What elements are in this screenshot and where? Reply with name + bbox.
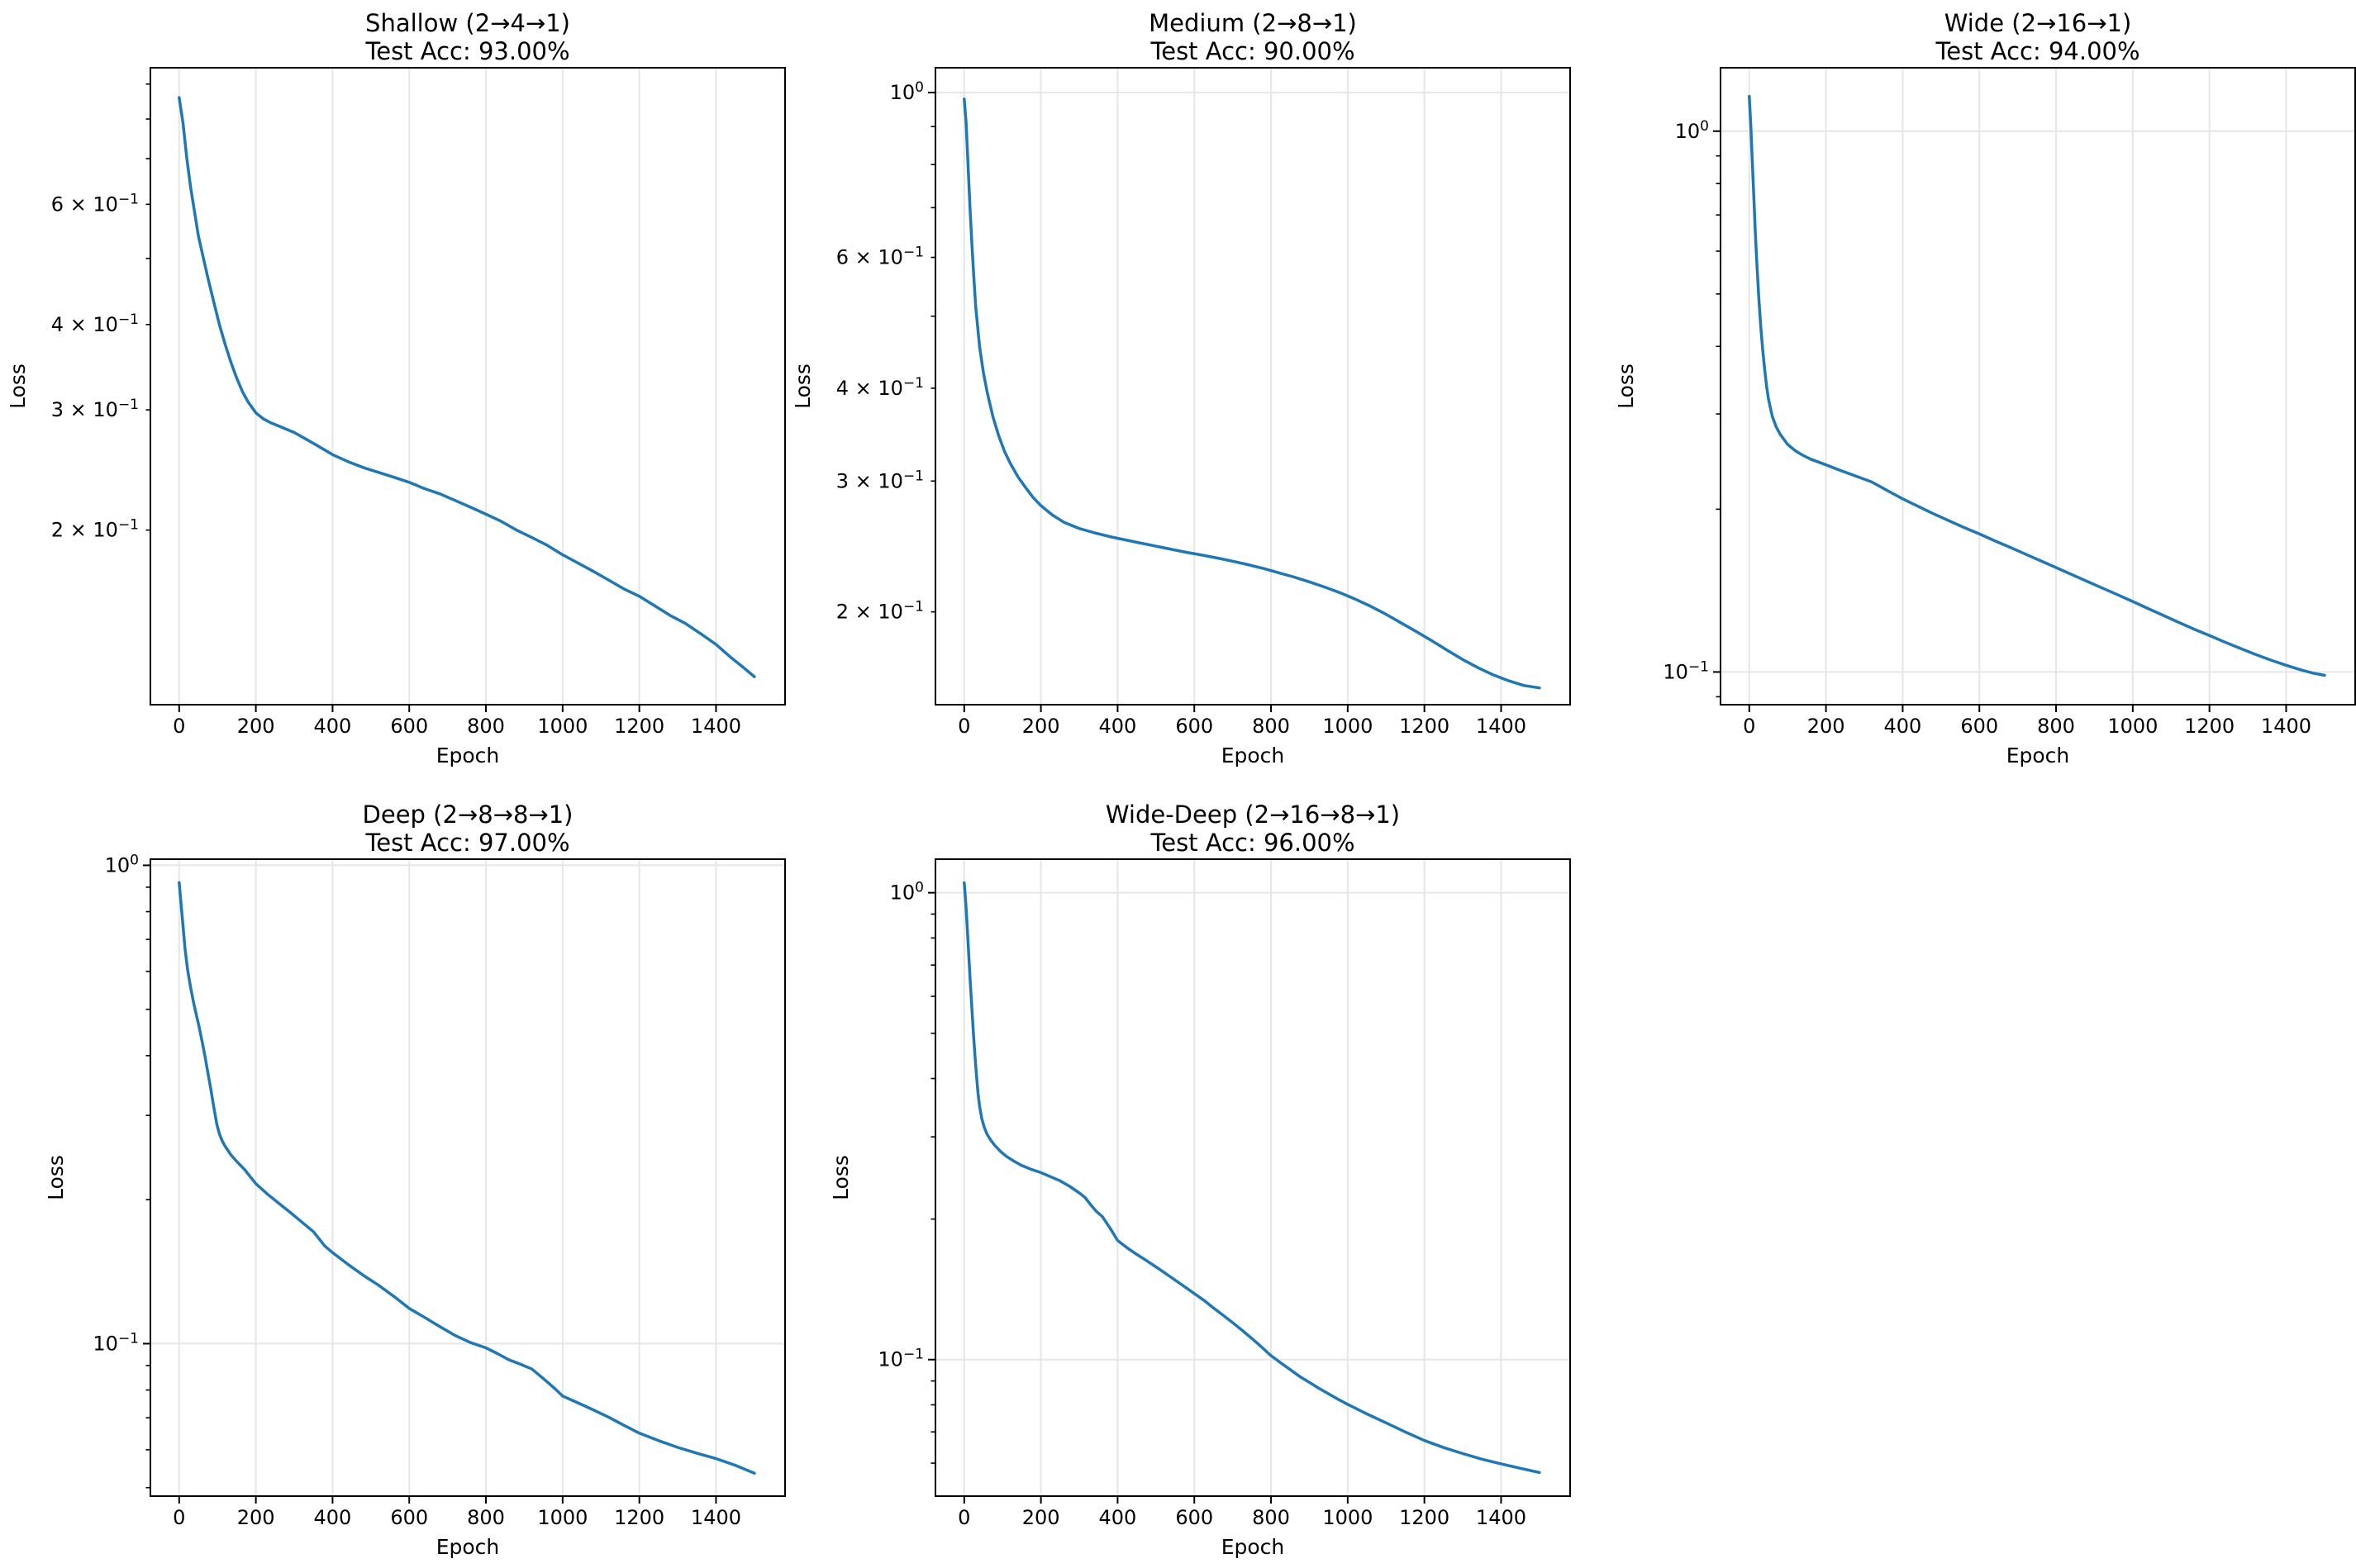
x-tick-label: 1000 [537,1506,588,1529]
y-tick-label: 4 × 10−1 [51,311,139,336]
x-tick-label: 800 [467,715,505,738]
x-tick-label: 1400 [691,1506,741,1529]
x-tick-label: 400 [314,715,352,738]
chart-subtitle: Test Acc: 96.00% [1149,829,1354,857]
axes-spines [150,67,786,706]
loss-curve [178,881,756,1475]
x-tick-label: 400 [314,1506,352,1529]
y-tick-label: 100 [890,79,924,104]
subplot-shallow: 0 200 400 600 800 1000 1200 1400 6 × 10−1 4 × 10−… [6,9,786,767]
subplot-deep: 0 200 400 600 800 1000 1200 1400 100 10−1 Deep (2→… [44,801,786,1559]
x-tick-label: 1400 [2261,715,2311,738]
y-axis-label: Loss [44,1155,68,1200]
x-tick-label: 0 [958,1506,970,1529]
x-tick-label: 1000 [1322,1506,1373,1529]
y-tick-label: 100 [890,880,924,905]
loss-curve [178,96,756,678]
y-tick-label: 6 × 10−1 [51,191,139,216]
chart-title: Wide (2→16→1) [1944,9,2132,37]
x-tick-label: 1200 [614,715,664,738]
x-tick-label: 200 [1022,715,1060,738]
subplot-wide: 0 200 400 600 800 1000 1200 1400 100 10−1 Wide (2→… [1614,9,2356,767]
x-axis-label: Epoch [1221,1535,1285,1559]
x-tick-label: 1000 [1322,715,1373,738]
y-tick-label: 3 × 10−1 [51,397,139,421]
chart-title: Wide-Deep (2→16→8→1) [1106,801,1400,829]
y-tick-label: 10−1 [93,1330,139,1355]
axes-spines [935,67,1571,706]
loss-curve [963,97,1541,690]
x-axis-label: Epoch [436,744,500,767]
chart-subtitle: Test Acc: 93.00% [364,37,569,65]
x-tick-label: 0 [173,715,185,738]
x-tick-label: 200 [1807,715,1845,738]
loss-curve [963,881,1541,1475]
y-tick-label: 100 [1675,118,1709,143]
x-tick-label: 1200 [614,1506,664,1529]
x-axis-label: Epoch [1221,744,1285,767]
y-tick-label: 4 × 10−1 [836,375,924,400]
subplot-medium: 0 200 400 600 800 1000 1200 1400 100 6 × 10−1 4 × … [791,9,1571,767]
y-tick-label: 6 × 10−1 [836,245,924,269]
x-tick-label: 0 [958,715,970,738]
axes-spines [1720,67,2356,706]
chart-title: Shallow (2→4→1) [365,9,570,37]
y-tick-label: 100 [105,852,139,877]
x-tick-label: 0 [173,1506,185,1529]
x-tick-label: 1000 [2107,715,2158,738]
x-tick-label: 800 [467,1506,505,1529]
chart-title: Medium (2→8→1) [1149,9,1357,37]
x-tick-label: 1400 [1476,715,1526,738]
x-tick-label: 200 [237,1506,275,1529]
x-tick-label: 600 [1175,1506,1213,1529]
y-axis-label: Loss [829,1155,853,1200]
chart-subtitle: Test Acc: 94.00% [1935,37,2139,65]
x-tick-label: 1400 [1476,1506,1526,1529]
x-axis-label: Epoch [436,1535,500,1559]
x-tick-label: 1400 [691,715,741,738]
x-axis-label: Epoch [2006,744,2070,767]
x-tick-label: 800 [1252,715,1290,738]
chart-subtitle: Test Acc: 97.00% [364,829,569,857]
y-axis-label: Loss [791,363,815,409]
y-axis-label: Loss [1614,363,1638,409]
x-tick-label: 800 [1252,1506,1290,1529]
x-tick-label: 800 [2037,715,2075,738]
x-tick-label: 400 [1099,1506,1137,1529]
y-tick-label: 2 × 10−1 [836,599,924,624]
y-tick-label: 3 × 10−1 [836,468,924,492]
x-tick-label: 400 [1884,715,1922,738]
x-tick-label: 600 [390,715,428,738]
x-tick-label: 200 [1022,1506,1060,1529]
loss-curve [1748,94,2326,677]
x-tick-label: 200 [237,715,275,738]
x-tick-label: 1000 [537,715,588,738]
x-tick-label: 400 [1099,715,1137,738]
chart-title: Deep (2→8→8→1) [363,801,574,829]
subplot-wide-deep: 0 200 400 600 800 1000 1200 1400 100 10−1 Wide-Dee… [829,801,1571,1559]
axes-spines [150,858,786,1497]
x-tick-label: 600 [390,1506,428,1529]
y-tick-label: 2 × 10−1 [51,517,139,542]
axes-spines [935,858,1571,1497]
chart-subtitle: Test Acc: 90.00% [1149,37,1354,65]
x-tick-label: 600 [1175,715,1213,738]
y-tick-label: 10−1 [1663,658,1709,683]
x-tick-label: 600 [1960,715,1998,738]
x-tick-label: 0 [1743,715,1755,738]
y-tick-label: 10−1 [878,1347,924,1371]
x-tick-label: 1200 [1399,715,1449,738]
y-axis-label: Loss [6,363,30,409]
x-tick-label: 1200 [1399,1506,1449,1529]
x-tick-label: 1200 [2184,715,2235,738]
